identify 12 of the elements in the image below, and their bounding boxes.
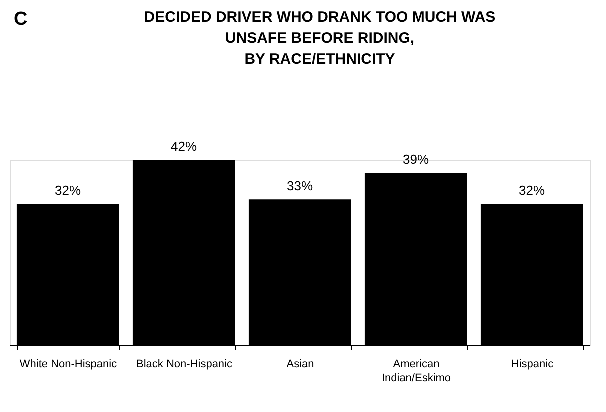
data-label: 33%	[286, 178, 314, 194]
data-label: 39%	[402, 152, 430, 168]
chart-title: DECIDED DRIVER WHO DRANK TOO MUCH WAS UNSAFE BEFORE RIDING, BY RACE/ETHNICITY	[144, 9, 496, 68]
x-tick-label: Hispanic	[511, 358, 554, 370]
text: C	[14, 9, 28, 30]
x-tick-label: American Indian/Eskimo	[382, 358, 452, 384]
x-tick-label: Asian	[286, 358, 314, 370]
data-label: 42%	[170, 139, 198, 154]
data-label: 32%	[54, 183, 82, 198]
data-label: 32%	[518, 183, 546, 198]
x-tick-label: White Non-Hispanic	[20, 358, 118, 370]
x-tick-label: Black Non-Hispanic	[136, 358, 233, 370]
